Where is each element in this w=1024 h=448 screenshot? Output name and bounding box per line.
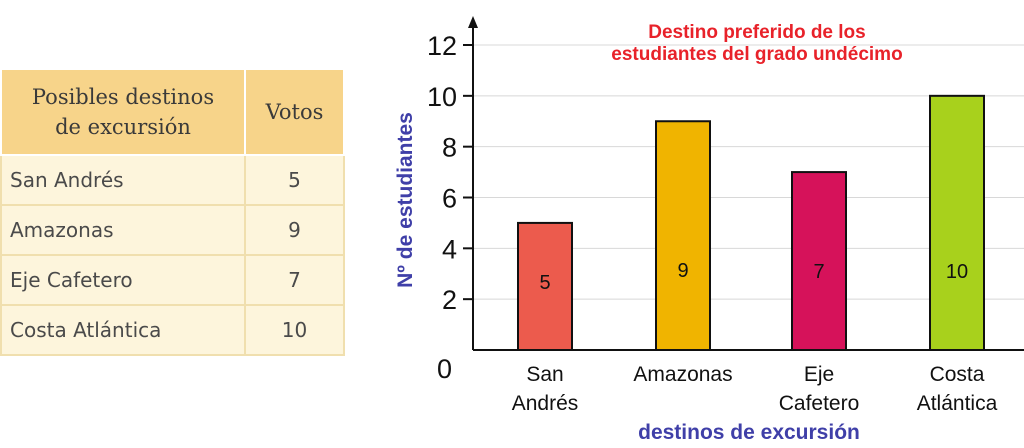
cell-votes: 9 [244, 204, 345, 256]
y-axis-title: Nº de estudiantes [394, 112, 417, 288]
table-row: Amazonas 9 [0, 204, 345, 256]
x-category-label: San Andrés [512, 363, 579, 415]
cell-destination: Amazonas [0, 204, 246, 256]
x-category-labels: San Andrés Amazonas Eje Cafetero Costa Atlánti… [512, 363, 998, 415]
bar [791, 171, 847, 351]
y-tick-labels: 0 2 4 6 8 10 12 [427, 31, 457, 384]
table-header-row: Posibles destinos de excursión Votos [0, 68, 345, 156]
y-tick-label: 2 [442, 285, 457, 315]
cell-votes: 5 [244, 154, 345, 206]
header-votes: Votos [244, 68, 345, 156]
header-destinations: Posibles destinos de excursión [0, 68, 246, 156]
cell-destination: Costa Atlántica [0, 304, 246, 356]
cell-votes: 7 [244, 254, 345, 306]
y-axis-arrow [468, 16, 478, 28]
cell-votes: 10 [244, 304, 345, 356]
data-label: 7 [813, 261, 824, 283]
bar [929, 94, 985, 352]
x-category-label: Amazonas [633, 363, 732, 386]
y-tick-label: 12 [427, 31, 457, 61]
x-category-label: Eje Cafetero [779, 363, 860, 415]
table-row: San Andrés 5 [0, 154, 345, 206]
y-tick-label: 10 [427, 82, 457, 112]
table-row: Eje Cafetero 7 [0, 254, 345, 306]
votes-table: Posibles destinos de excursión Votos San… [0, 68, 345, 356]
bar-chart: 0 2 4 6 8 10 12 San Andrés Amazonas Eje Cafetero Co… [394, 16, 1024, 444]
chart-title-line: estudiantes del grado undécimo [611, 44, 902, 65]
data-labels: 5 9 7 10 [539, 260, 968, 294]
y-tick-label: 6 [442, 184, 457, 214]
cell-destination: San Andrés [0, 154, 246, 206]
x-axis-title: destinos de excursión [638, 421, 860, 444]
y-tick-label: 0 [437, 354, 452, 384]
bar [655, 120, 711, 351]
data-label: 5 [539, 272, 550, 294]
x-category-label: Costa Atlántica [917, 363, 998, 415]
data-label: 10 [946, 261, 968, 283]
axes [463, 16, 1024, 351]
cell-destination: Eje Cafetero [0, 254, 246, 306]
data-label: 9 [677, 260, 688, 282]
y-tick-label: 4 [442, 234, 457, 264]
table-row: Costa Atlántica 10 [0, 304, 345, 356]
y-tick-label: 8 [442, 133, 457, 163]
header-destinations-line1: Posibles destinos [31, 85, 215, 109]
header-destinations-line2: de excursión [55, 115, 191, 139]
bars [517, 94, 985, 352]
chart-title-line: Destino preferido de los [648, 22, 865, 43]
